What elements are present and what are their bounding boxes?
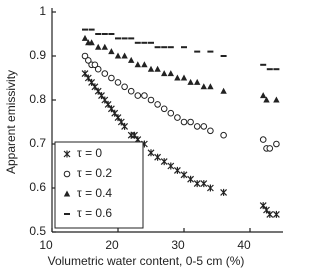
point [193, 123, 201, 130]
x-axis-label: Volumetric water content, 0-5 cm (%) [48, 254, 245, 268]
point [121, 122, 129, 130]
point [160, 158, 168, 166]
point [174, 74, 181, 81]
point [180, 74, 188, 81]
y-axis-label: Apparent emissivity [4, 70, 18, 174]
point [200, 83, 207, 90]
point [187, 175, 195, 183]
point [127, 131, 135, 139]
point [194, 78, 201, 85]
point [154, 65, 161, 72]
point [108, 74, 115, 82]
point [88, 78, 96, 86]
point [141, 61, 148, 68]
point [107, 105, 115, 113]
point [167, 162, 175, 170]
point [141, 92, 148, 99]
legend-label: τ = 0.6 [77, 206, 112, 220]
point [134, 92, 142, 99]
y-tick-label: 0.9 [29, 48, 46, 62]
point [167, 70, 174, 77]
point [273, 140, 280, 148]
point [263, 206, 270, 214]
x-tick-label: 20 [105, 238, 119, 252]
chart: Volumetric water content, 0-5 cm (%) App… [4, 4, 283, 268]
point [114, 52, 122, 59]
point [95, 43, 102, 50]
point [114, 79, 122, 86]
point [266, 145, 274, 152]
point [167, 109, 175, 117]
point [174, 114, 181, 121]
point [259, 136, 267, 143]
point [131, 131, 138, 139]
point [200, 123, 208, 130]
point [180, 118, 188, 126]
point [114, 114, 122, 122]
x-tick-label: 40 [237, 238, 251, 252]
point [207, 127, 214, 135]
point [260, 92, 267, 99]
point [127, 87, 135, 95]
point [272, 210, 280, 218]
point [154, 153, 162, 161]
point [147, 96, 155, 104]
point [160, 105, 168, 113]
legend-marker [63, 190, 71, 197]
point [101, 43, 108, 50]
point [85, 57, 92, 64]
point [111, 109, 119, 117]
point [180, 171, 188, 179]
point [207, 83, 214, 90]
x-tick-label: 30 [171, 238, 185, 252]
point [91, 61, 99, 69]
y-tick-label: 0.5 [29, 224, 46, 238]
point [98, 92, 105, 100]
point [263, 96, 270, 103]
point [121, 83, 128, 91]
point [206, 184, 214, 192]
point [108, 48, 115, 55]
point [117, 118, 125, 126]
point [187, 78, 194, 85]
point [94, 87, 102, 95]
y-tick-label: 0.6 [29, 180, 46, 194]
legend-label: τ = 0.4 [77, 186, 112, 200]
point [81, 34, 89, 41]
point [81, 70, 89, 78]
point [161, 70, 168, 77]
point [266, 210, 274, 218]
legend-marker [63, 150, 71, 158]
legend-label: τ = 0 [77, 146, 102, 160]
point [220, 87, 227, 94]
point [121, 52, 128, 59]
point [220, 188, 228, 196]
point [200, 180, 208, 188]
point [273, 96, 280, 103]
y-tick-label: 1 [39, 4, 46, 18]
point [147, 149, 155, 157]
point [134, 61, 141, 68]
point [84, 74, 92, 82]
point [259, 202, 267, 210]
point [154, 101, 161, 108]
point [147, 65, 155, 72]
point [128, 56, 135, 63]
point [104, 100, 112, 108]
y-tick-label: 0.7 [29, 136, 46, 150]
point [173, 166, 181, 174]
legend-marker [63, 170, 71, 178]
point [193, 180, 201, 188]
point [88, 39, 95, 46]
y-tick-label: 0.8 [29, 92, 46, 106]
point [91, 83, 99, 91]
point [220, 131, 227, 139]
x-tick-label: 10 [39, 238, 53, 252]
point [187, 118, 194, 126]
point [101, 96, 109, 104]
legend-label: τ = 0.2 [77, 166, 112, 180]
point [81, 52, 89, 60]
point [101, 70, 109, 77]
point [94, 65, 102, 73]
